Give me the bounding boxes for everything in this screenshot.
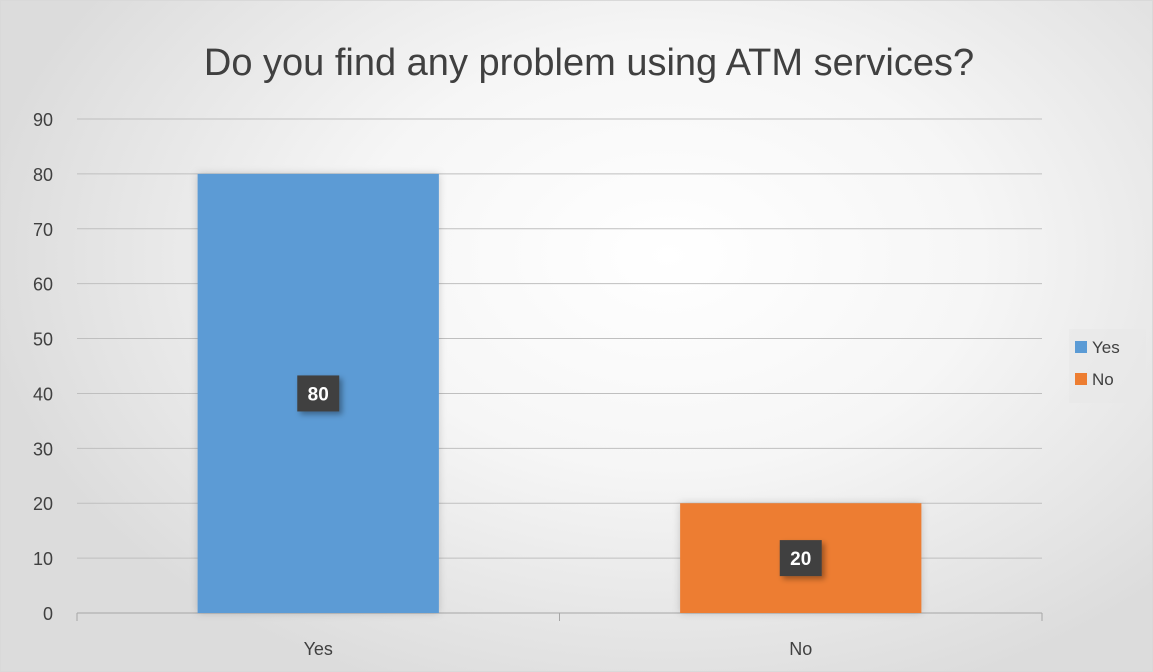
legend-swatch: [1075, 373, 1087, 385]
data-label-value: 80: [308, 384, 329, 405]
legend: Yes No: [1069, 329, 1146, 403]
legend-item-yes: Yes: [1075, 338, 1120, 357]
y-tick-label: 70: [33, 220, 53, 240]
y-tick-label: 80: [33, 165, 53, 185]
y-tick-label: 20: [33, 494, 53, 514]
y-tick-label: 30: [33, 439, 53, 459]
x-tick-label: Yes: [304, 639, 333, 659]
data-label-no: 20: [779, 540, 822, 577]
y-tick-label: 90: [33, 110, 53, 130]
data-labels: 80 20: [297, 375, 822, 577]
data-label-yes: 80: [297, 375, 340, 412]
legend-label: Yes: [1092, 338, 1120, 357]
x-tick-label: No: [789, 639, 812, 659]
y-tick-label: 50: [33, 330, 53, 350]
legend-label: No: [1092, 370, 1114, 389]
data-label-value: 20: [790, 549, 811, 570]
y-tick-label: 10: [33, 549, 53, 569]
data-label-box: [297, 375, 340, 412]
legend-swatch: [1075, 341, 1087, 353]
legend-item-no: No: [1075, 370, 1114, 389]
y-tick-label: 60: [33, 275, 53, 295]
chart-title: Do you find any problem using ATM servic…: [204, 42, 974, 84]
y-tick-label: 40: [33, 384, 53, 404]
y-tick-label: 0: [43, 604, 53, 624]
data-label-box: [779, 540, 822, 577]
